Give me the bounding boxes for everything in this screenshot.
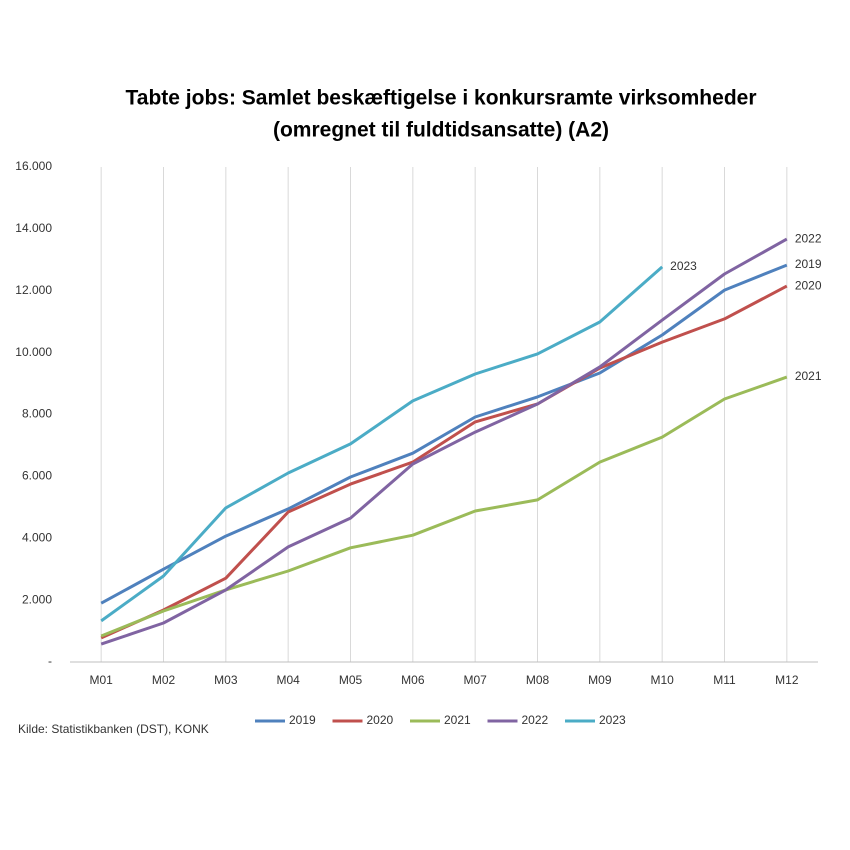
y-tick-label: 4.000 (22, 530, 52, 544)
series-line (100, 284, 788, 640)
y-tick-label: 10.000 (15, 345, 52, 359)
series-line (100, 265, 664, 623)
x-tick-label: M09 (588, 673, 612, 687)
y-tick-label: - (48, 654, 52, 668)
chart-title: (omregnet til fuldtidsansatte) (A2) (273, 119, 609, 142)
y-tick-label: 8.000 (22, 407, 52, 421)
x-tick-label: M01 (89, 673, 113, 687)
end-label: 2023 (670, 259, 697, 273)
end-label: 2022 (795, 231, 822, 245)
series-line (100, 237, 788, 646)
y-tick-label: 16.000 (15, 159, 52, 173)
legend-label: 2019 (289, 713, 316, 727)
legend-label: 2023 (599, 713, 626, 727)
end-label: 2021 (795, 369, 822, 383)
x-tick-label: M10 (650, 673, 674, 687)
x-tick-label: M11 (713, 673, 736, 687)
x-tick-label: M06 (401, 673, 425, 687)
x-tick-label: M12 (775, 673, 799, 687)
legend-label: 2022 (522, 713, 549, 727)
series-line (100, 375, 788, 638)
legend-label: 2020 (367, 713, 394, 727)
chart-title: Tabte jobs: Samlet beskæftigelse i konku… (126, 87, 757, 110)
source-note: Kilde: Statistikbanken (DST), KONK (18, 722, 209, 736)
x-tick-label: M04 (276, 673, 300, 687)
x-tick-label: M08 (526, 673, 550, 687)
y-tick-label: 6.000 (22, 469, 52, 483)
series-line (100, 263, 788, 605)
legend-label: 2021 (444, 713, 471, 727)
y-tick-label: 12.000 (15, 283, 52, 297)
y-tick-label: 2.000 (22, 592, 52, 606)
x-tick-label: M03 (214, 673, 238, 687)
y-tick-label: 14.000 (15, 221, 52, 235)
x-tick-label: M05 (339, 673, 363, 687)
end-label: 2019 (795, 257, 822, 271)
x-tick-label: M02 (152, 673, 176, 687)
end-label: 2020 (795, 278, 822, 292)
x-tick-label: M07 (463, 673, 487, 687)
